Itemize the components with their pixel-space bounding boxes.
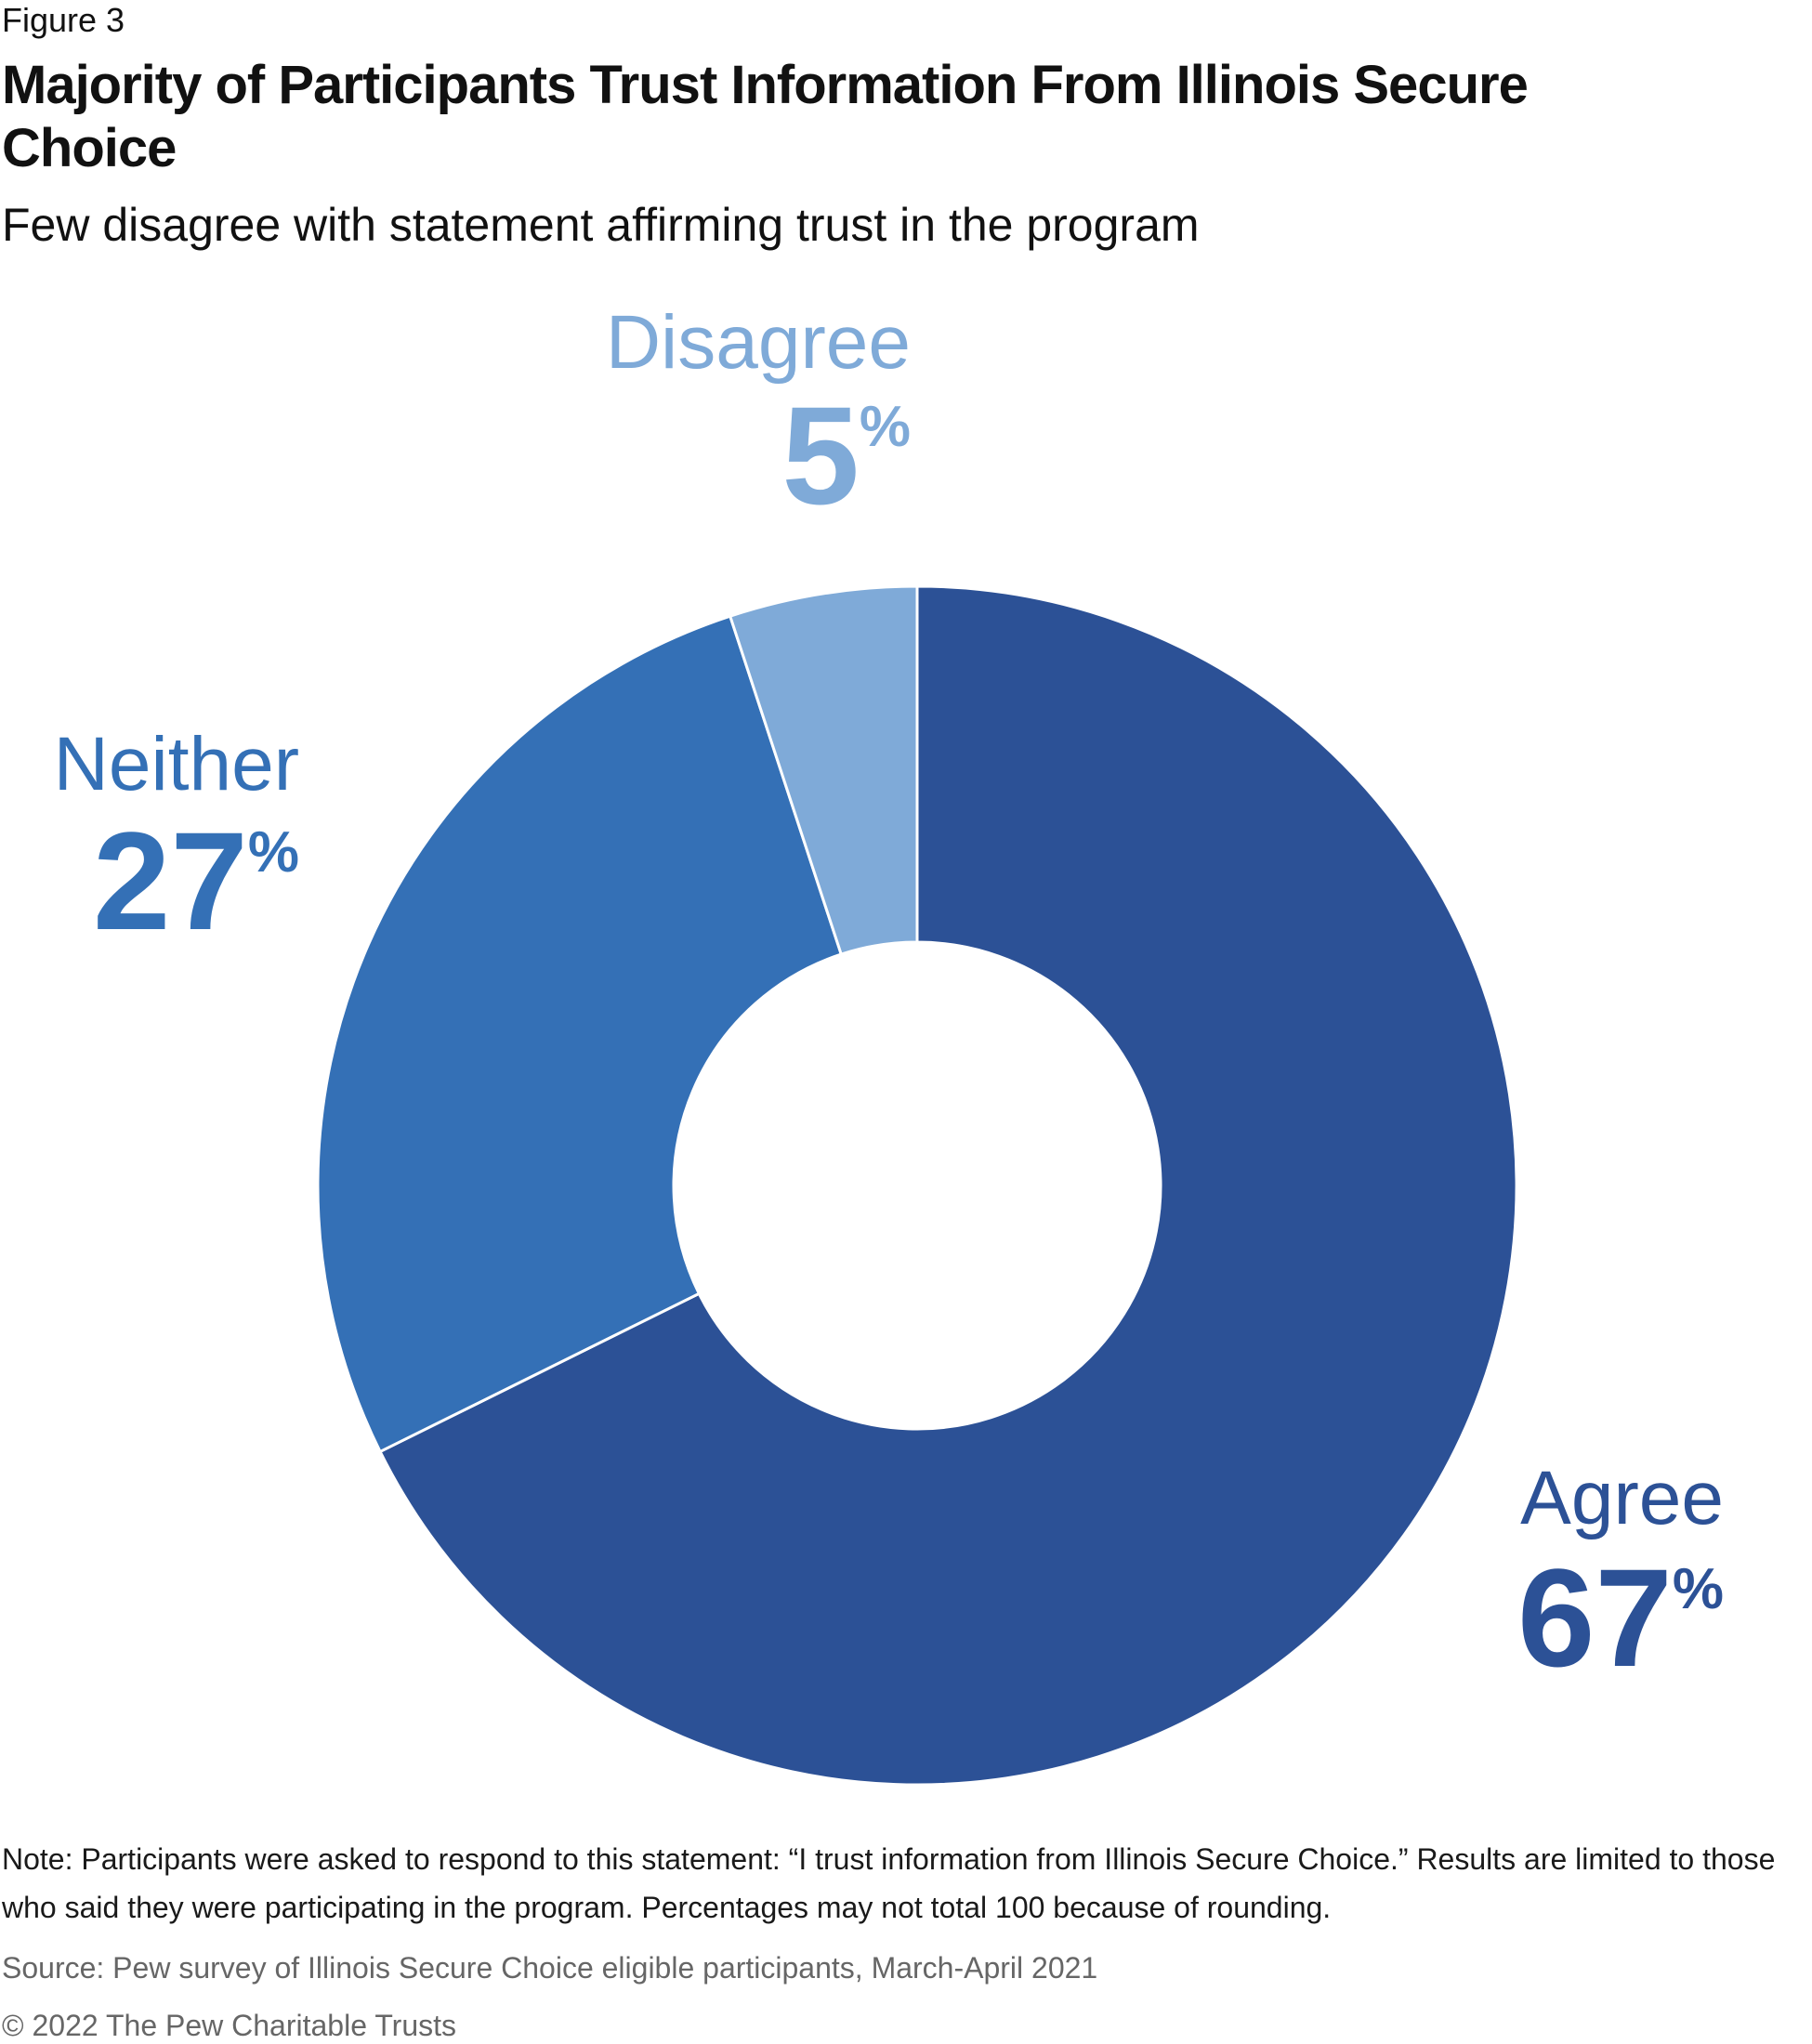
label-agree-value: 67% xyxy=(1517,1540,1724,1696)
label-disagree-name: Disagree xyxy=(606,300,911,385)
label-neither-value: 27% xyxy=(93,803,299,959)
figure-label: Figure 3 xyxy=(2,1,125,39)
copyright: © 2022 The Pew Charitable Trusts xyxy=(2,2009,457,2042)
label-disagree-value: 5% xyxy=(781,377,911,533)
chart-note: Note: Participants were asked to respond… xyxy=(2,1842,1776,1924)
chart-subtitle: Few disagree with statement affirming tr… xyxy=(2,199,1200,251)
slice-neither xyxy=(316,614,844,1454)
label-agree-name: Agree xyxy=(1520,1456,1724,1540)
slice-disagree xyxy=(728,584,919,956)
label-neither-name: Neither xyxy=(54,722,299,806)
slice-agree xyxy=(378,584,1518,1787)
chart-source: Source: Pew survey of Illinois Secure Ch… xyxy=(2,1951,1098,1985)
chart-title: Majority of Participants Trust Informati… xyxy=(2,55,1529,178)
donut-slices xyxy=(316,584,1518,1787)
